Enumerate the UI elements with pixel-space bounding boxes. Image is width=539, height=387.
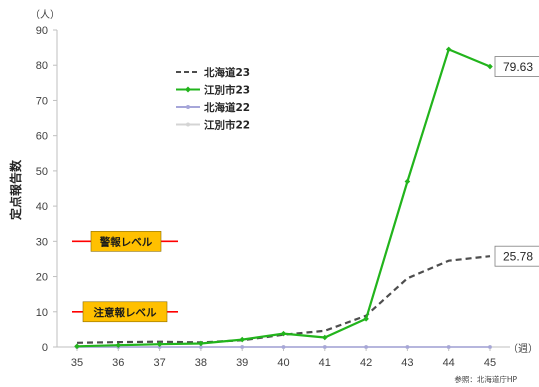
data-point [405,345,410,349]
y-tick-label: 80 [36,60,48,72]
x-tick-label: 43 [401,357,413,369]
data-point [280,330,287,337]
y-tick-label: 70 [36,95,48,107]
data-point [74,343,80,350]
x-tick-label: 39 [236,357,248,369]
series-lines [74,46,493,350]
x-tick-label: 41 [319,357,331,369]
y-axis-label: 定点報告数 [8,159,23,220]
end-label: 25.78 [503,250,533,264]
x-tick-label: 37 [153,357,165,369]
y-tick-label: 10 [36,307,48,319]
data-point [487,63,493,70]
threshold-label: 注意報レベル [94,306,157,319]
x-tick-label: 36 [112,357,124,369]
legend-marker [186,122,190,127]
legend-marker [185,86,191,93]
data-point [363,316,369,322]
y-tick-label: 40 [36,201,48,213]
legend: 北海道23 江別市23 北海道22 江別市22 [176,66,250,132]
legend-label: 江別市23 [204,84,250,97]
data-point [156,341,163,347]
data-point [115,342,122,349]
data-point [446,345,451,349]
legend-marker [186,105,190,109]
threshold-label: 警報レベル [99,235,153,248]
threshold-badge [90,231,162,252]
y-tick-label: 30 [36,236,48,248]
data-point [323,345,327,349]
end-label: 79.63 [503,60,533,74]
y-tick-label: 20 [36,272,48,284]
y-tick-label: 0 [42,342,48,354]
source-note: 参照：北海道庁HP [454,374,517,384]
end-value-labels: 79.63 25.78 [494,56,539,267]
data-point [281,345,286,349]
axes: 0 10 20 30 40 50 60 70 80 90 35 36 37 38 39 40 41 42 43 44 4… [36,25,510,369]
y-tick-label: 90 [36,25,48,37]
data-point [445,46,452,53]
end-label-box [494,245,539,267]
x-tick-label: 45 [484,357,496,369]
y-unit-label: （人） [30,9,60,21]
data-point [488,345,492,349]
end-label-box [494,56,539,77]
x-tick-label: 35 [71,357,83,369]
y-tick-label: 50 [36,166,48,178]
x-tick-label: 44 [443,357,455,369]
data-point [322,334,328,341]
x-unit-label: （週） [508,343,538,355]
x-tick-label: 42 [360,357,372,369]
data-point [157,345,162,349]
data-point [199,345,203,349]
y-tick-label: 60 [36,131,48,143]
threshold-badge [82,301,168,323]
legend-label: 江別市22 [204,119,250,132]
data-point [404,178,411,185]
x-tick-label: 40 [277,357,289,369]
data-point [364,345,368,349]
legend-label: 北海道23 [204,66,250,79]
data-point [240,345,244,349]
legend-label: 北海道22 [204,101,250,114]
x-tick-label: 38 [195,357,207,369]
data-point [239,336,245,343]
data-point [198,340,204,347]
series-line [76,255,491,344]
